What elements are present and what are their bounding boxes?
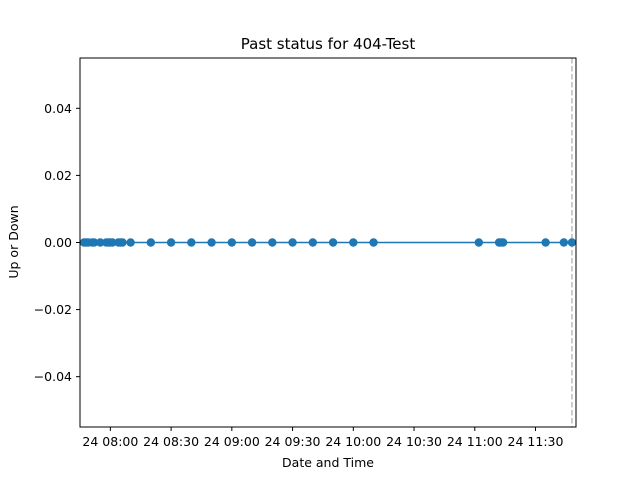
data-point <box>118 238 127 247</box>
x-tick-label: 24 11:30 <box>508 434 564 449</box>
data-point <box>308 238 318 247</box>
y-tick-label: 0.04 <box>44 101 72 116</box>
data-point <box>559 238 569 247</box>
x-tick-label: 24 10:00 <box>325 434 381 449</box>
chart-title: Past status for 404-Test <box>241 35 416 53</box>
data-point <box>567 238 577 247</box>
data-point <box>146 238 156 247</box>
x-tick-label: 24 09:30 <box>265 434 321 449</box>
x-axis: 24 08:00 24 08:30 24 09:00 24 09:30 24 10:00… <box>82 427 564 449</box>
data-point <box>541 238 550 247</box>
data-point <box>187 238 196 247</box>
y-axis-title: Up or Down <box>6 205 21 278</box>
data-point <box>108 238 117 247</box>
y-tick-label: −0.04 <box>34 369 72 384</box>
data-point <box>328 238 338 247</box>
data-point <box>268 238 277 247</box>
y-axis: 0.04 0.02 0.00 −0.02 −0.04 <box>34 101 80 384</box>
x-axis-title: Date and Time <box>282 455 374 470</box>
data-point <box>369 238 378 247</box>
data-point <box>349 238 358 247</box>
data-point <box>96 238 105 247</box>
x-tick-label: 24 08:00 <box>82 434 138 449</box>
data-point <box>247 238 257 247</box>
y-tick-label: 0.00 <box>44 235 72 250</box>
data-point <box>474 238 484 247</box>
x-tick-label: 24 08:30 <box>143 434 199 449</box>
x-tick-label: 24 10:30 <box>386 434 442 449</box>
data-point <box>498 238 508 247</box>
data-point <box>207 238 216 247</box>
x-tick-label: 24 09:00 <box>204 434 260 449</box>
y-tick-label: 0.02 <box>44 168 72 183</box>
data-point <box>89 238 99 247</box>
plot-layer <box>79 58 577 427</box>
data-point <box>227 238 237 247</box>
x-tick-label: 24 11:00 <box>447 434 503 449</box>
data-point <box>166 238 176 247</box>
data-point <box>126 238 135 247</box>
data-point <box>288 238 297 247</box>
y-tick-label: −0.02 <box>34 302 72 317</box>
